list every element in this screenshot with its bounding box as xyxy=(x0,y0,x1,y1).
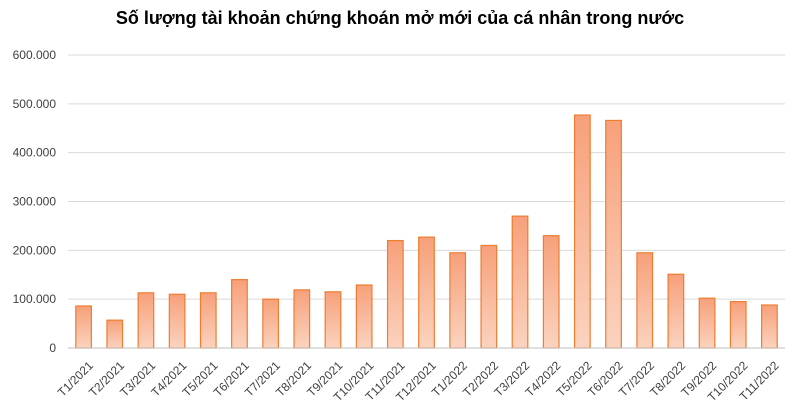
bar-t6-2022 xyxy=(605,119,622,349)
y-tick-label: 100.000 xyxy=(13,292,57,306)
bar-t5-2021 xyxy=(199,292,217,349)
bar-t2-2021 xyxy=(106,319,124,349)
bar-t4-2022 xyxy=(542,235,560,349)
y-tick-label: 200.000 xyxy=(13,243,57,257)
bar-t6-2021 xyxy=(231,279,248,349)
bar-t7-2022 xyxy=(636,252,654,349)
y-tick-label: 400.000 xyxy=(13,146,57,160)
bar-t4-2021 xyxy=(168,293,186,349)
y-tick-label: 0 xyxy=(49,341,56,355)
bar-t9-2022 xyxy=(698,297,716,349)
y-axis-ticks: 0 100.000 200.000 300.000 400.000 500.000 600.… xyxy=(13,48,57,355)
y-tick-label: 300.000 xyxy=(13,195,57,209)
bar-t5-2022 xyxy=(573,114,591,349)
bar-t12-2021 xyxy=(418,236,435,349)
bar-t3-2022 xyxy=(511,215,529,349)
bar-t7-2021 xyxy=(262,298,280,349)
bar-t11-2022 xyxy=(761,304,778,349)
bar-t9-2021 xyxy=(324,291,342,349)
y-tick-label: 500.000 xyxy=(13,97,57,111)
y-tick-label: 600.000 xyxy=(13,48,57,62)
bar-t10-2022 xyxy=(729,301,747,349)
bar-t1-2022 xyxy=(449,252,467,349)
bar-t11-2021 xyxy=(386,239,404,349)
bar-t8-2021 xyxy=(293,289,311,349)
x-axis-ticks: T1/2021T2/2021T3/2021T4/2021T5/2021T6/20… xyxy=(55,358,782,404)
bar-t2-2022 xyxy=(480,244,498,349)
bar-t10-2021 xyxy=(355,284,373,349)
bar-t1-2021 xyxy=(75,305,92,349)
chart-title: Số lượng tài khoản chứng khoán mở mới củ… xyxy=(115,8,685,28)
bar-t8-2022 xyxy=(667,273,685,349)
bars xyxy=(75,114,778,349)
bar-t3-2021 xyxy=(137,292,155,349)
